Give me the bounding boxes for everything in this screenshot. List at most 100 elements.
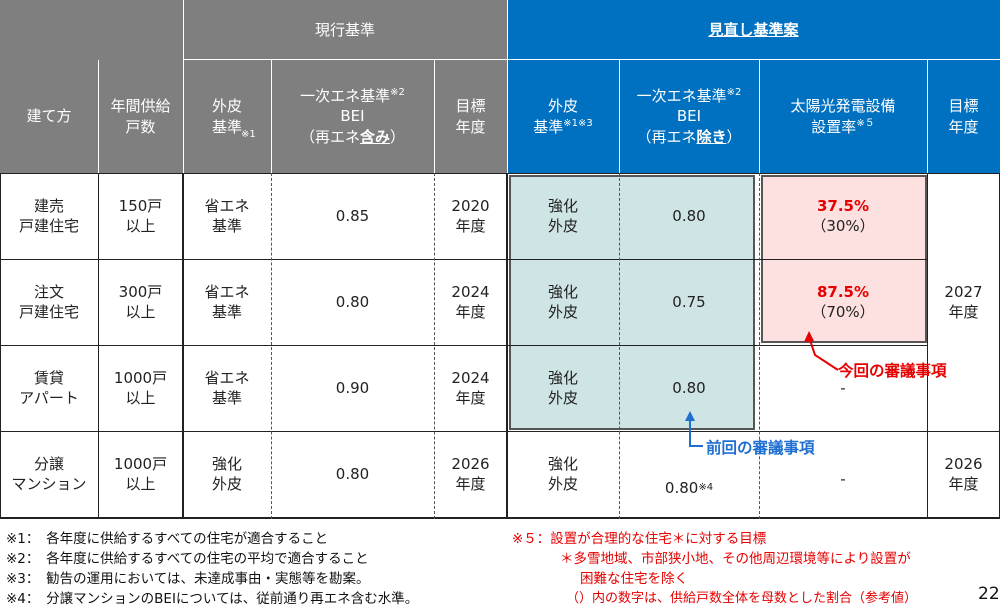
row1-bei-rev: 0.80: [672, 206, 706, 225]
target-year-revised-row4: 2026 年度: [944, 454, 983, 493]
arrow-current-review: [808, 336, 839, 371]
row2-solar-sub: （70%）: [811, 303, 875, 321]
row2-type: 注文 戸建住宅: [18, 282, 79, 321]
grid-line-v-1: [98, 173, 99, 519]
callout-current-review: 今回の審議事項: [838, 362, 947, 380]
col-pe-cur-sup: ※2: [390, 87, 405, 99]
col-env-rev-sup: ※1※3: [563, 117, 593, 129]
hdr-sep-v1: [98, 60, 99, 173]
note-5-sub-1: ＊多雪地域、市部狭小地、その他周辺環境等により設置が: [560, 551, 911, 567]
note-5-sub-2: 困難な住宅を除く: [580, 571, 688, 587]
col-envelope-current-sup: ※1: [241, 129, 256, 140]
header-revised-group: 見直し基準案: [507, 0, 1000, 60]
grid-line-h-3: [0, 345, 927, 346]
col-pe-rev-l3-em: 除き: [696, 127, 727, 146]
row1-env-rev: 強化 外皮: [547, 196, 578, 235]
col-env-rev-l2: 基準※1※3: [533, 117, 593, 136]
col-pe-cur-l3-pre: （再エネ: [299, 127, 360, 146]
hdr-sep-v2: [183, 0, 184, 173]
grid-line-v-4: [434, 173, 435, 519]
grid-line-v-5: [506, 173, 508, 519]
row4-bei-cur: 0.80: [335, 464, 370, 483]
row4-bei-rev-value: 0.80: [664, 478, 699, 497]
grid-line-v-8: [927, 173, 928, 519]
col-pe-cur-l2: BEI: [340, 107, 365, 126]
col-solar-sup: ※５: [856, 117, 875, 129]
row3-bei-cur: 0.90: [335, 378, 370, 397]
grid-line-v-0: [0, 173, 1, 519]
note-2: ※2： 各年度に供給するすべての住宅の平均で適合すること: [6, 551, 369, 567]
callout-previous-review: 前回の審議事項: [706, 439, 815, 457]
col-build-type: 建て方: [0, 60, 98, 173]
col-envelope-revised: 外皮 基準※1※3: [507, 60, 619, 173]
row1-bei-cur: 0.85: [335, 206, 370, 225]
row2-year-cur: 2024 年度: [451, 282, 490, 321]
grid-line-h-4: [0, 431, 1000, 432]
header-current-group: 現行基準: [183, 0, 507, 60]
row3-supply: 1000戸 以上: [113, 368, 168, 407]
grid-line-v-2: [182, 173, 184, 519]
row3-solar: -: [840, 378, 846, 397]
row4-solar: -: [840, 469, 846, 488]
hdr-sep-h: [183, 59, 1000, 60]
row1-solar-value: 37.5%: [816, 196, 870, 215]
grid-line-v-7: [759, 173, 760, 519]
arrow-previous-review: [689, 418, 703, 447]
note-1: ※1： 各年度に供給するすべての住宅が適合すること: [6, 531, 329, 547]
col-env-rev-l1: 外皮: [547, 97, 578, 116]
grid-line-h-1: [0, 173, 1000, 174]
row2-env-rev: 強化 外皮: [547, 282, 578, 321]
col-solar-l1: 太陽光発電設備: [790, 97, 896, 116]
arrow-current-head: [804, 331, 814, 342]
highlight-previous-review: [509, 175, 755, 430]
note-5: ※５：設置が合理的な住宅＊に対する目標: [512, 531, 767, 547]
row3-type: 賃貸 アパート: [19, 368, 79, 407]
row1-type: 建売 戸建住宅: [18, 196, 79, 235]
col-envelope-current: 外皮 基準 ※1: [183, 60, 271, 173]
hdr-sep-v6: [619, 60, 620, 173]
row2-solar: 87.5% （70%）: [759, 259, 927, 345]
col-primary-energy-revised: 一次エネ基準※2 BEI （再エネ除き）: [619, 60, 759, 173]
col-envelope-current-label: 外皮 基準: [211, 97, 242, 136]
row4-env-cur: 強化 外皮: [211, 454, 242, 493]
header-blank: [0, 0, 183, 60]
row4-bei-rev-sup: ※4: [698, 482, 714, 494]
row1-env-cur: 省エネ 基準: [204, 196, 250, 235]
row2-solar-value: 87.5%: [816, 282, 870, 301]
grid-line-h-2: [0, 259, 927, 260]
row4-env-rev: 強化 外皮: [547, 454, 578, 493]
hdr-sep-v5: [507, 0, 508, 173]
row2-supply: 300戸 以上: [118, 282, 163, 321]
col-primary-energy-current: 一次エネ基準※2 BEI （再エネ含み）: [271, 60, 434, 173]
col-annual-supply: 年間供給 戸数: [98, 60, 183, 173]
row4-type: 分譲 マンション: [11, 454, 87, 493]
col-pe-rev-sup: ※2: [726, 87, 742, 99]
col-pe-rev-l3-post: ）: [726, 127, 742, 146]
col-solar-rate: 太陽光発電設備 設置率※５: [759, 60, 927, 173]
row1-year-cur: 2020 年度: [451, 196, 490, 235]
col-solar-l2: 設置率: [811, 117, 857, 136]
col-pe-cur-l3-post: ）: [390, 127, 406, 146]
row3-bei-rev: 0.80: [672, 378, 706, 397]
arrow-previous-head: [685, 411, 695, 421]
row4-supply: 1000戸 以上: [113, 454, 168, 493]
hdr-sep-v4: [434, 60, 435, 173]
note-4: ※4： 分譲マンションのBEIについては、従前通り再エネ含む水準。: [6, 591, 419, 607]
row2-bei-cur: 0.80: [335, 292, 370, 311]
row4-bei-rev: 0.80 ※4: [619, 431, 759, 517]
col-pe-cur-l1: 一次エネ基準: [300, 87, 391, 106]
grid-line-v-3: [271, 173, 272, 519]
col-pe-cur-l3-em: 含み: [359, 127, 390, 146]
row1-solar: 37.5% （30%）: [759, 173, 927, 259]
row3-env-rev: 強化 外皮: [547, 368, 578, 407]
row1-supply: 150戸 以上: [118, 196, 163, 235]
grid-line-v-6: [619, 173, 620, 519]
col-pe-rev-l1: 一次エネ基準: [636, 87, 727, 106]
row3-env-cur: 省エネ 基準: [204, 368, 250, 407]
target-year-revised-merged: 2027 年度: [944, 282, 983, 321]
col-target-year-revised: 目標 年度: [927, 60, 1000, 173]
note-3: ※3： 勧告の運用においては、未達成事由・実態等を勘案。: [6, 571, 370, 587]
col-target-year-current: 目標 年度: [434, 60, 507, 173]
note-5-sub-3: （）内の数字は、供給戸数全体を母数とした割合（参考値）: [566, 591, 918, 606]
